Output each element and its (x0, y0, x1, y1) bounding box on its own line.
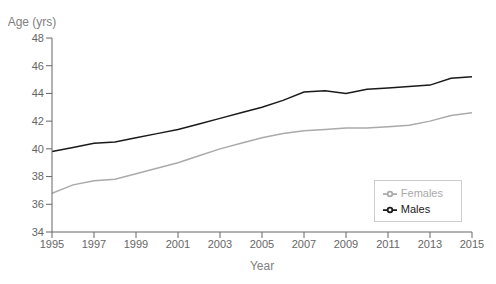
svg-text:48: 48 (32, 32, 44, 44)
svg-text:1999: 1999 (124, 238, 148, 250)
svg-text:2011: 2011 (376, 238, 400, 250)
svg-text:38: 38 (32, 170, 44, 182)
html-text:Males: Males (400, 202, 431, 215)
svg-text:34: 34 (32, 226, 44, 238)
svg-text:36: 36 (32, 198, 44, 210)
html-text:Females: Females (400, 186, 443, 199)
svg-text:2007: 2007 (292, 238, 316, 250)
svg-text:2005: 2005 (250, 238, 274, 250)
svg-text:1995: 1995 (40, 238, 64, 250)
svg-text:42: 42 (32, 115, 44, 127)
svg-text:1997: 1997 (82, 238, 106, 250)
svg-text:Age (yrs): Age (yrs) (8, 15, 56, 29)
svg-text:2003: 2003 (208, 238, 232, 250)
svg-text:46: 46 (32, 60, 44, 72)
svg-text:2013: 2013 (418, 238, 442, 250)
svg-text:2009: 2009 (334, 238, 358, 250)
svg-text:Year: Year (250, 259, 274, 273)
svg-text:2015: 2015 (460, 238, 484, 250)
svg-text:40: 40 (32, 143, 44, 155)
svg-text:2001: 2001 (166, 238, 190, 250)
svg-text:44: 44 (32, 87, 44, 99)
